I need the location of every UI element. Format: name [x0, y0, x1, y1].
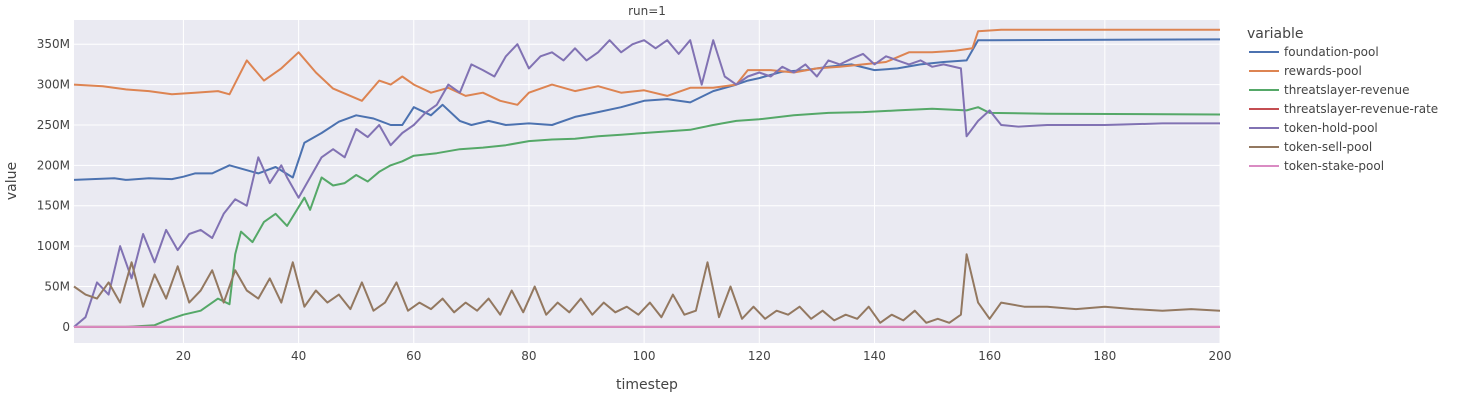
- legend-item-threatslayer-revenue-rate[interactable]: threatslayer-revenue-rate: [1249, 102, 1438, 116]
- x-tick-label: 80: [521, 349, 536, 363]
- legend[interactable]: variable foundation-pool rewards-pool thre…: [1247, 26, 1438, 173]
- series-line-rewards-pool[interactable]: [73, 28, 1220, 106]
- legend-item-token-hold-pool[interactable]: token-hold-pool: [1249, 121, 1378, 135]
- x-tick-label: 40: [291, 349, 306, 363]
- x-tick-label: 140: [863, 349, 886, 363]
- x-tick-label: 200: [1209, 349, 1232, 363]
- series-line-token-sell-pool[interactable]: [73, 253, 1221, 324]
- legend-label: token-sell-pool: [1284, 140, 1372, 154]
- x-tick-label: 60: [406, 349, 421, 363]
- series-line-foundation-pool[interactable]: [73, 38, 1221, 181]
- plot-area: [74, 20, 1220, 343]
- legend-item-token-sell-pool[interactable]: token-sell-pool: [1249, 140, 1372, 154]
- legend-item-foundation-pool[interactable]: foundation-pool: [1249, 45, 1379, 59]
- y-tick-label: 150M: [37, 199, 70, 213]
- y-tick-label: 350M: [37, 37, 70, 51]
- x-tick-label: 180: [1093, 349, 1116, 363]
- legend-item-threatslayer-revenue[interactable]: threatslayer-revenue: [1249, 83, 1409, 97]
- legend-label: rewards-pool: [1284, 64, 1362, 78]
- series-line-token-hold-pool[interactable]: [73, 39, 1220, 328]
- legend-title: variable: [1247, 26, 1303, 42]
- y-tick-label: 250M: [37, 118, 70, 132]
- legend-label: token-hold-pool: [1284, 121, 1378, 135]
- legend-item-rewards-pool[interactable]: rewards-pool: [1249, 64, 1362, 78]
- series-line-threatslayer-revenue[interactable]: [74, 106, 1221, 328]
- facet-title: run=1: [628, 4, 666, 18]
- y-tick-label: 100M: [37, 239, 70, 253]
- x-axis-title: timestep: [616, 377, 678, 393]
- y-tick-label: 50M: [44, 279, 70, 293]
- legend-label: threatslayer-revenue-rate: [1284, 102, 1438, 116]
- y-tick-label: 0: [62, 320, 70, 334]
- legend-label: token-stake-pool: [1284, 159, 1384, 173]
- y-tick-label: 300M: [37, 78, 70, 92]
- x-tick-label: 160: [978, 349, 1001, 363]
- legend-label: threatslayer-revenue: [1284, 83, 1409, 97]
- legend-item-token-stake-pool[interactable]: token-stake-pool: [1249, 159, 1384, 173]
- x-tick-label: 20: [176, 349, 191, 363]
- y-axis-title: value: [4, 162, 20, 200]
- legend-label: foundation-pool: [1284, 45, 1379, 59]
- y-tick-label: 200M: [37, 158, 70, 172]
- x-tick-label: 120: [748, 349, 771, 363]
- x-tick-label: 100: [633, 349, 656, 363]
